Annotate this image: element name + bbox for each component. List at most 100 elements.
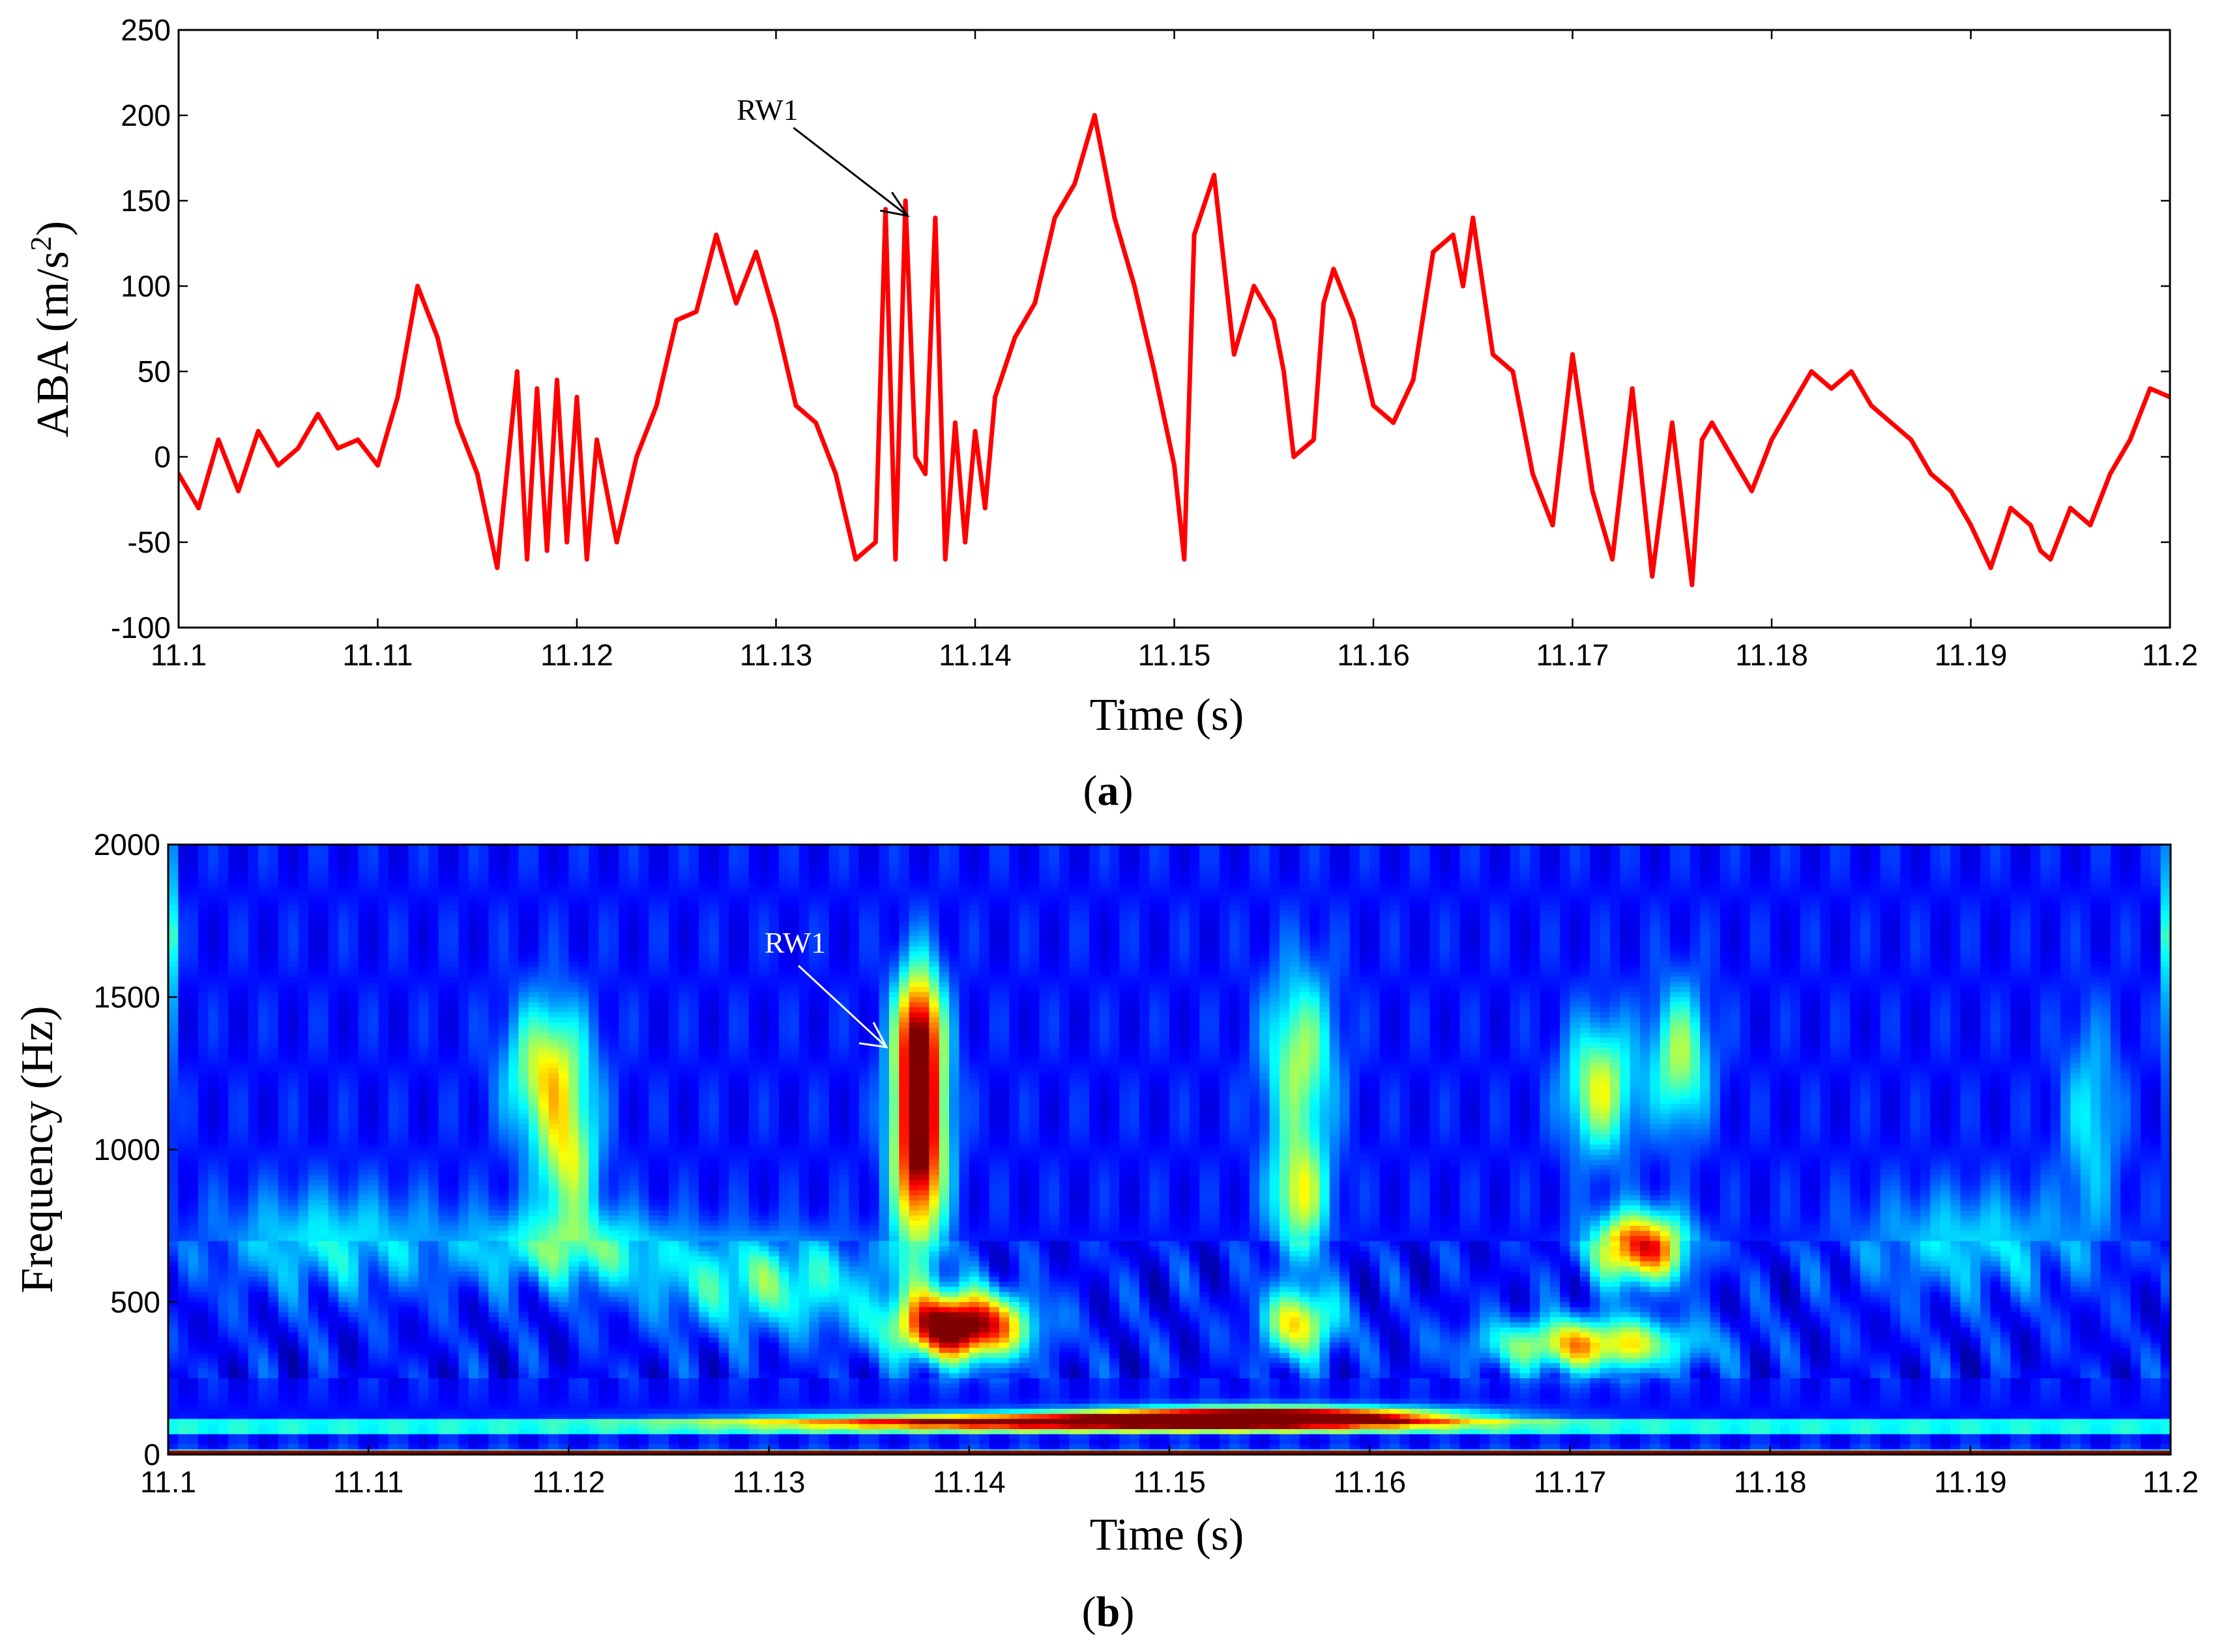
heatmap-cell: [518, 910, 529, 916]
heatmap-cell: [368, 961, 379, 967]
heatmap-cell: [1850, 854, 1861, 861]
heatmap-cell: [1639, 880, 1651, 886]
heatmap-cell: [398, 895, 409, 901]
heatmap-cell: [598, 961, 609, 967]
heatmap-cell: [1779, 870, 1791, 876]
heatmap-cell: [1159, 890, 1170, 896]
heatmap-cell: [2010, 895, 2021, 901]
heatmap-cell: [388, 931, 400, 937]
heatmap-cell: [348, 931, 359, 937]
heatmap-cell: [438, 875, 449, 881]
heatmap-cell: [458, 865, 469, 871]
heatmap-cell: [1259, 880, 1270, 886]
heatmap-cell: [548, 900, 559, 906]
heatmap-cell: [608, 854, 619, 861]
heatmap-cell: [2130, 885, 2141, 891]
heatmap-cell: [348, 946, 359, 952]
heatmap-cell: [969, 860, 980, 865]
heatmap-cell: [1409, 921, 1420, 927]
heatmap-cell: [969, 849, 980, 856]
heatmap-cell: [1790, 875, 1801, 881]
heatmap-cell: [919, 870, 930, 876]
heatmap-cell: [1980, 916, 1991, 921]
panel-a: 11.1 11.11 11.12 11.13 11.14 11.15 11.16 11.17 1…: [24, 13, 2198, 815]
heatmap-cell: [628, 956, 639, 963]
heatmap-cell: [1389, 890, 1401, 896]
heatmap-cell: [468, 849, 479, 856]
heatmap-cell: [649, 860, 660, 865]
heatmap-cell: [368, 854, 379, 861]
heatmap-cell: [688, 854, 699, 861]
heatmap-cell: [589, 946, 600, 952]
heatmap-cell: [2150, 854, 2161, 861]
heatmap-cell: [2070, 946, 2081, 952]
heatmap-cell: [1199, 916, 1210, 921]
heatmap-cell: [1590, 875, 1601, 881]
heatmap-cell: [638, 849, 650, 856]
heatmap-cell: [1790, 860, 1801, 865]
heatmap-cell: [1420, 890, 1431, 896]
heatmap-cell: [2140, 905, 2152, 912]
heatmap-cell: [1820, 921, 1831, 927]
heatmap-cell: [669, 900, 680, 906]
heatmap-cell: [1590, 925, 1601, 932]
heatmap-cell: [1529, 895, 1541, 901]
heatmap-cell: [248, 956, 259, 963]
heatmap-cell: [1730, 931, 1741, 937]
heatmap-cell: [1700, 905, 1711, 912]
heatmap-cell: [1930, 946, 1941, 952]
heatmap-cell: [1790, 900, 1801, 906]
heatmap-cell: [1680, 921, 1691, 927]
heatmap-cell: [168, 890, 179, 896]
heatmap-cell: [2130, 951, 2141, 957]
heatmap-cell: [1189, 880, 1200, 886]
heatmap-cell: [819, 875, 830, 881]
heatmap-cell: [638, 890, 650, 896]
heatmap-cell: [1269, 890, 1280, 896]
heatmap-cell: [2120, 860, 2131, 865]
heatmap-cell: [669, 854, 680, 861]
heatmap-cell: [1910, 916, 1921, 921]
heatmap-cell: [448, 849, 460, 856]
heatmap-cell: [1880, 956, 1891, 963]
heatmap-cell: [318, 854, 329, 861]
heatmap-cell: [1379, 895, 1390, 901]
heatmap-cell: [1289, 890, 1300, 896]
heatmap-cell: [1319, 956, 1330, 963]
heatmap-cell: [398, 845, 409, 850]
data-point: [963, 540, 968, 545]
heatmap-cell: [1310, 870, 1321, 876]
heatmap-cell: [278, 875, 289, 881]
heatmap-cell: [1720, 951, 1731, 957]
heatmap-cell: [608, 931, 619, 937]
heatmap-cell: [809, 865, 820, 871]
heatmap-cell: [448, 885, 460, 891]
heatmap-cell: [218, 936, 229, 942]
heatmap-cell: [1299, 946, 1310, 952]
heatmap-cell: [1680, 946, 1691, 952]
heatmap-cell: [378, 849, 389, 856]
heatmap-cell: [1790, 936, 1801, 942]
heatmap-cell: [849, 860, 860, 865]
heatmap-cell: [1570, 880, 1581, 886]
heatmap-cell: [1540, 870, 1551, 876]
heatmap-cell: [1660, 849, 1671, 856]
heatmap-cell: [1830, 880, 1841, 886]
heatmap-cell: [1329, 854, 1340, 861]
heatmap-cell: [1229, 860, 1240, 865]
heatmap-cell: [819, 916, 830, 921]
heatmap-cell: [268, 875, 279, 881]
heatmap-cell: [1750, 916, 1761, 921]
heatmap-cell: [1369, 951, 1381, 957]
heatmap-cell: [368, 870, 379, 876]
heatmap-cell: [679, 865, 690, 871]
heatmap-cell: [1940, 900, 1951, 906]
heatmap-cell: [2050, 860, 2061, 865]
heatmap-cell: [1680, 941, 1691, 947]
heatmap-cell: [939, 961, 950, 967]
heatmap-cell: [1850, 951, 1861, 957]
heatmap-cell: [2100, 885, 2111, 891]
heatmap-cell: [1529, 931, 1541, 937]
heatmap-cell: [1860, 870, 1871, 876]
heatmap-cell: [1960, 900, 1971, 906]
